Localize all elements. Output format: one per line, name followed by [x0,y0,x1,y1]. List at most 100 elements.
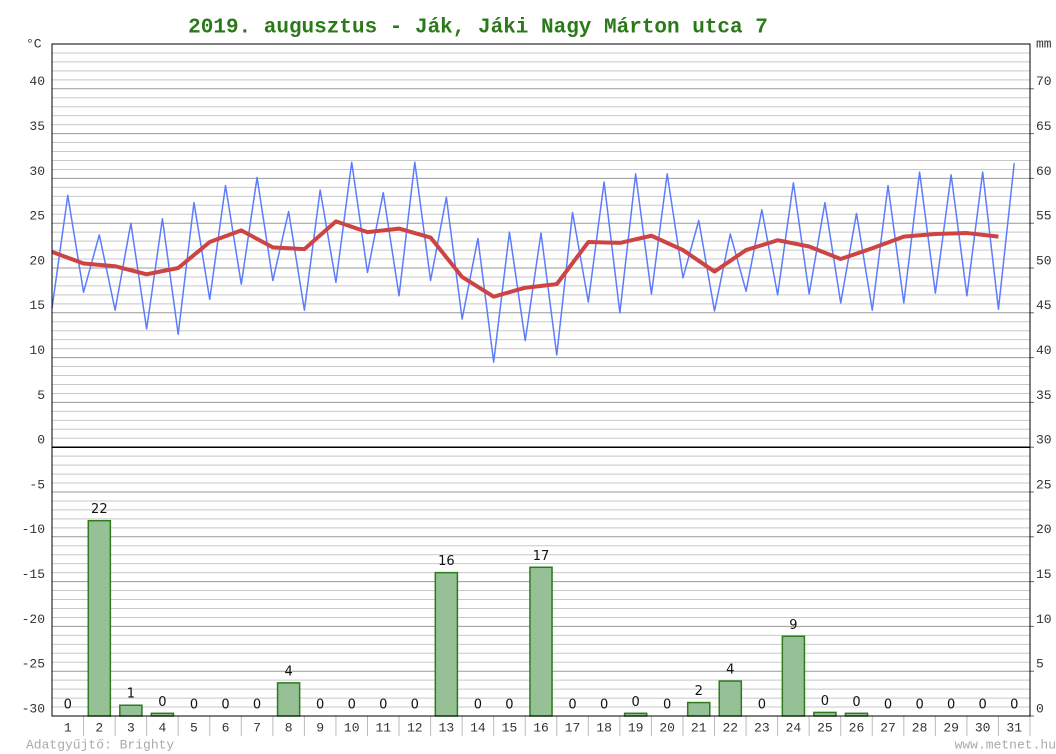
bar-value-label: 0 [979,698,987,713]
y2-tick-label: 20 [1036,522,1052,537]
x-tick-label: 10 [344,720,360,735]
bar-value-label: 0 [253,698,261,713]
x-tick-label: 11 [375,720,391,735]
bar-value-label: 0 [190,698,198,713]
x-tick-label: 28 [912,720,928,735]
bar-value-label: 0 [411,698,419,713]
y-tick-label: -15 [22,567,45,582]
y2-tick-label: 55 [1036,209,1052,224]
precip-bar [718,680,743,717]
x-tick-label: 26 [849,720,865,735]
x-tick-label: 12 [407,720,423,735]
bar-value-label: 0 [221,698,229,713]
precip-bar [119,704,143,717]
bar-value-label: 0 [158,695,166,710]
bar-value-label: 4 [284,664,292,679]
y-tick-label: 30 [29,164,45,179]
bar-value-label: 2 [695,684,703,699]
bar-value-label: 0 [884,698,892,713]
x-tick-label: 16 [533,720,549,735]
x-tick-label: 31 [1006,720,1022,735]
x-tick-label: 8 [285,720,293,735]
x-tick-label: 18 [596,720,612,735]
x-tick-label: 17 [565,720,581,735]
bar-value-label: 0 [568,698,576,713]
y-tick-label: -25 [22,657,45,672]
y2-axis-label: mm [1036,36,1052,51]
credit: Adatgyűjtő: Brighty [26,737,174,752]
y2-tick-label: 10 [1036,612,1052,627]
precip-bar [276,682,301,717]
x-tick-label: 15 [502,720,518,735]
y-tick-label: 10 [29,343,45,358]
y2-tick-label: 60 [1036,164,1052,179]
x-tick-label: 2 [95,720,103,735]
chart-title: 2019. augusztus - Ják, Jáki Nagy Márton … [188,17,768,40]
bar-value-label: 0 [821,694,829,709]
x-tick-label: 20 [659,720,675,735]
precip-bar [434,571,459,717]
x-tick-label: 4 [159,720,167,735]
bar-value-label: 0 [316,698,324,713]
bar-value-label: 0 [915,698,923,713]
y-tick-label: 5 [37,388,45,403]
y-tick-label: -5 [29,477,45,492]
x-tick-label: 5 [190,720,198,735]
y2-tick-label: 45 [1036,298,1052,313]
x-tick-label: 13 [439,720,455,735]
y-tick-label: 15 [29,298,45,313]
bar-value-label: 0 [1010,698,1018,713]
precip-bar [813,711,837,717]
bar-value-label: 0 [632,695,640,710]
plot-border [51,43,1031,717]
x-tick-label: 25 [817,720,833,735]
y2-tick-label: 15 [1036,567,1052,582]
bar-value-label: 0 [64,698,72,713]
precip-bar [87,519,112,717]
x-tick-label: 14 [470,720,486,735]
y-tick-label: -30 [22,701,45,716]
y-tick-label: -20 [22,612,45,627]
bar-value-label: 0 [758,698,766,713]
bar-value-label: 9 [789,618,797,633]
bar-value-label: 22 [91,502,108,517]
x-tick-label: 19 [628,720,644,735]
precip-bar [686,701,711,717]
x-tick-label: 24 [786,720,802,735]
y-tick-label: 40 [29,74,45,89]
x-tick-label: 22 [722,720,738,735]
y-tick-label: -10 [22,522,45,537]
bar-value-label: 0 [947,698,955,713]
bar-value-label: 16 [438,554,455,569]
x-tick-label: 27 [880,720,896,735]
x-tick-label: 23 [754,720,770,735]
bar-value-label: 0 [663,698,671,713]
y2-tick-label: 25 [1036,477,1052,492]
precip-bar [529,566,553,717]
y-axis-label: °C [26,36,42,51]
x-tick-label: 29 [943,720,959,735]
y2-tick-label: 65 [1036,119,1052,134]
precip-bar [781,635,806,717]
bar-value-label: 4 [726,663,734,678]
bar-value-label: 0 [474,698,482,713]
y2-tick-label: 30 [1036,433,1052,448]
bar-value-label: 0 [379,698,387,713]
y2-tick-label: 50 [1036,253,1052,268]
bar-value-label: 0 [505,698,513,713]
y2-tick-label: 0 [1036,701,1044,716]
x-tick-label: 3 [127,720,135,735]
x-tick-label: 1 [64,720,72,735]
x-tick-label: 7 [253,720,261,735]
x-tick-label: 9 [316,720,324,735]
y-tick-label: 25 [29,209,45,224]
x-tick-label: 21 [691,720,707,735]
y2-tick-label: 5 [1036,657,1044,672]
x-tick-label: 30 [975,720,991,735]
bar-value-label: 1 [127,687,135,702]
bar-value-label: 0 [600,698,608,713]
temp-line [51,219,999,299]
y2-tick-label: 35 [1036,388,1052,403]
x-tick-label: 6 [222,720,230,735]
bar-value-label: 17 [533,549,550,564]
